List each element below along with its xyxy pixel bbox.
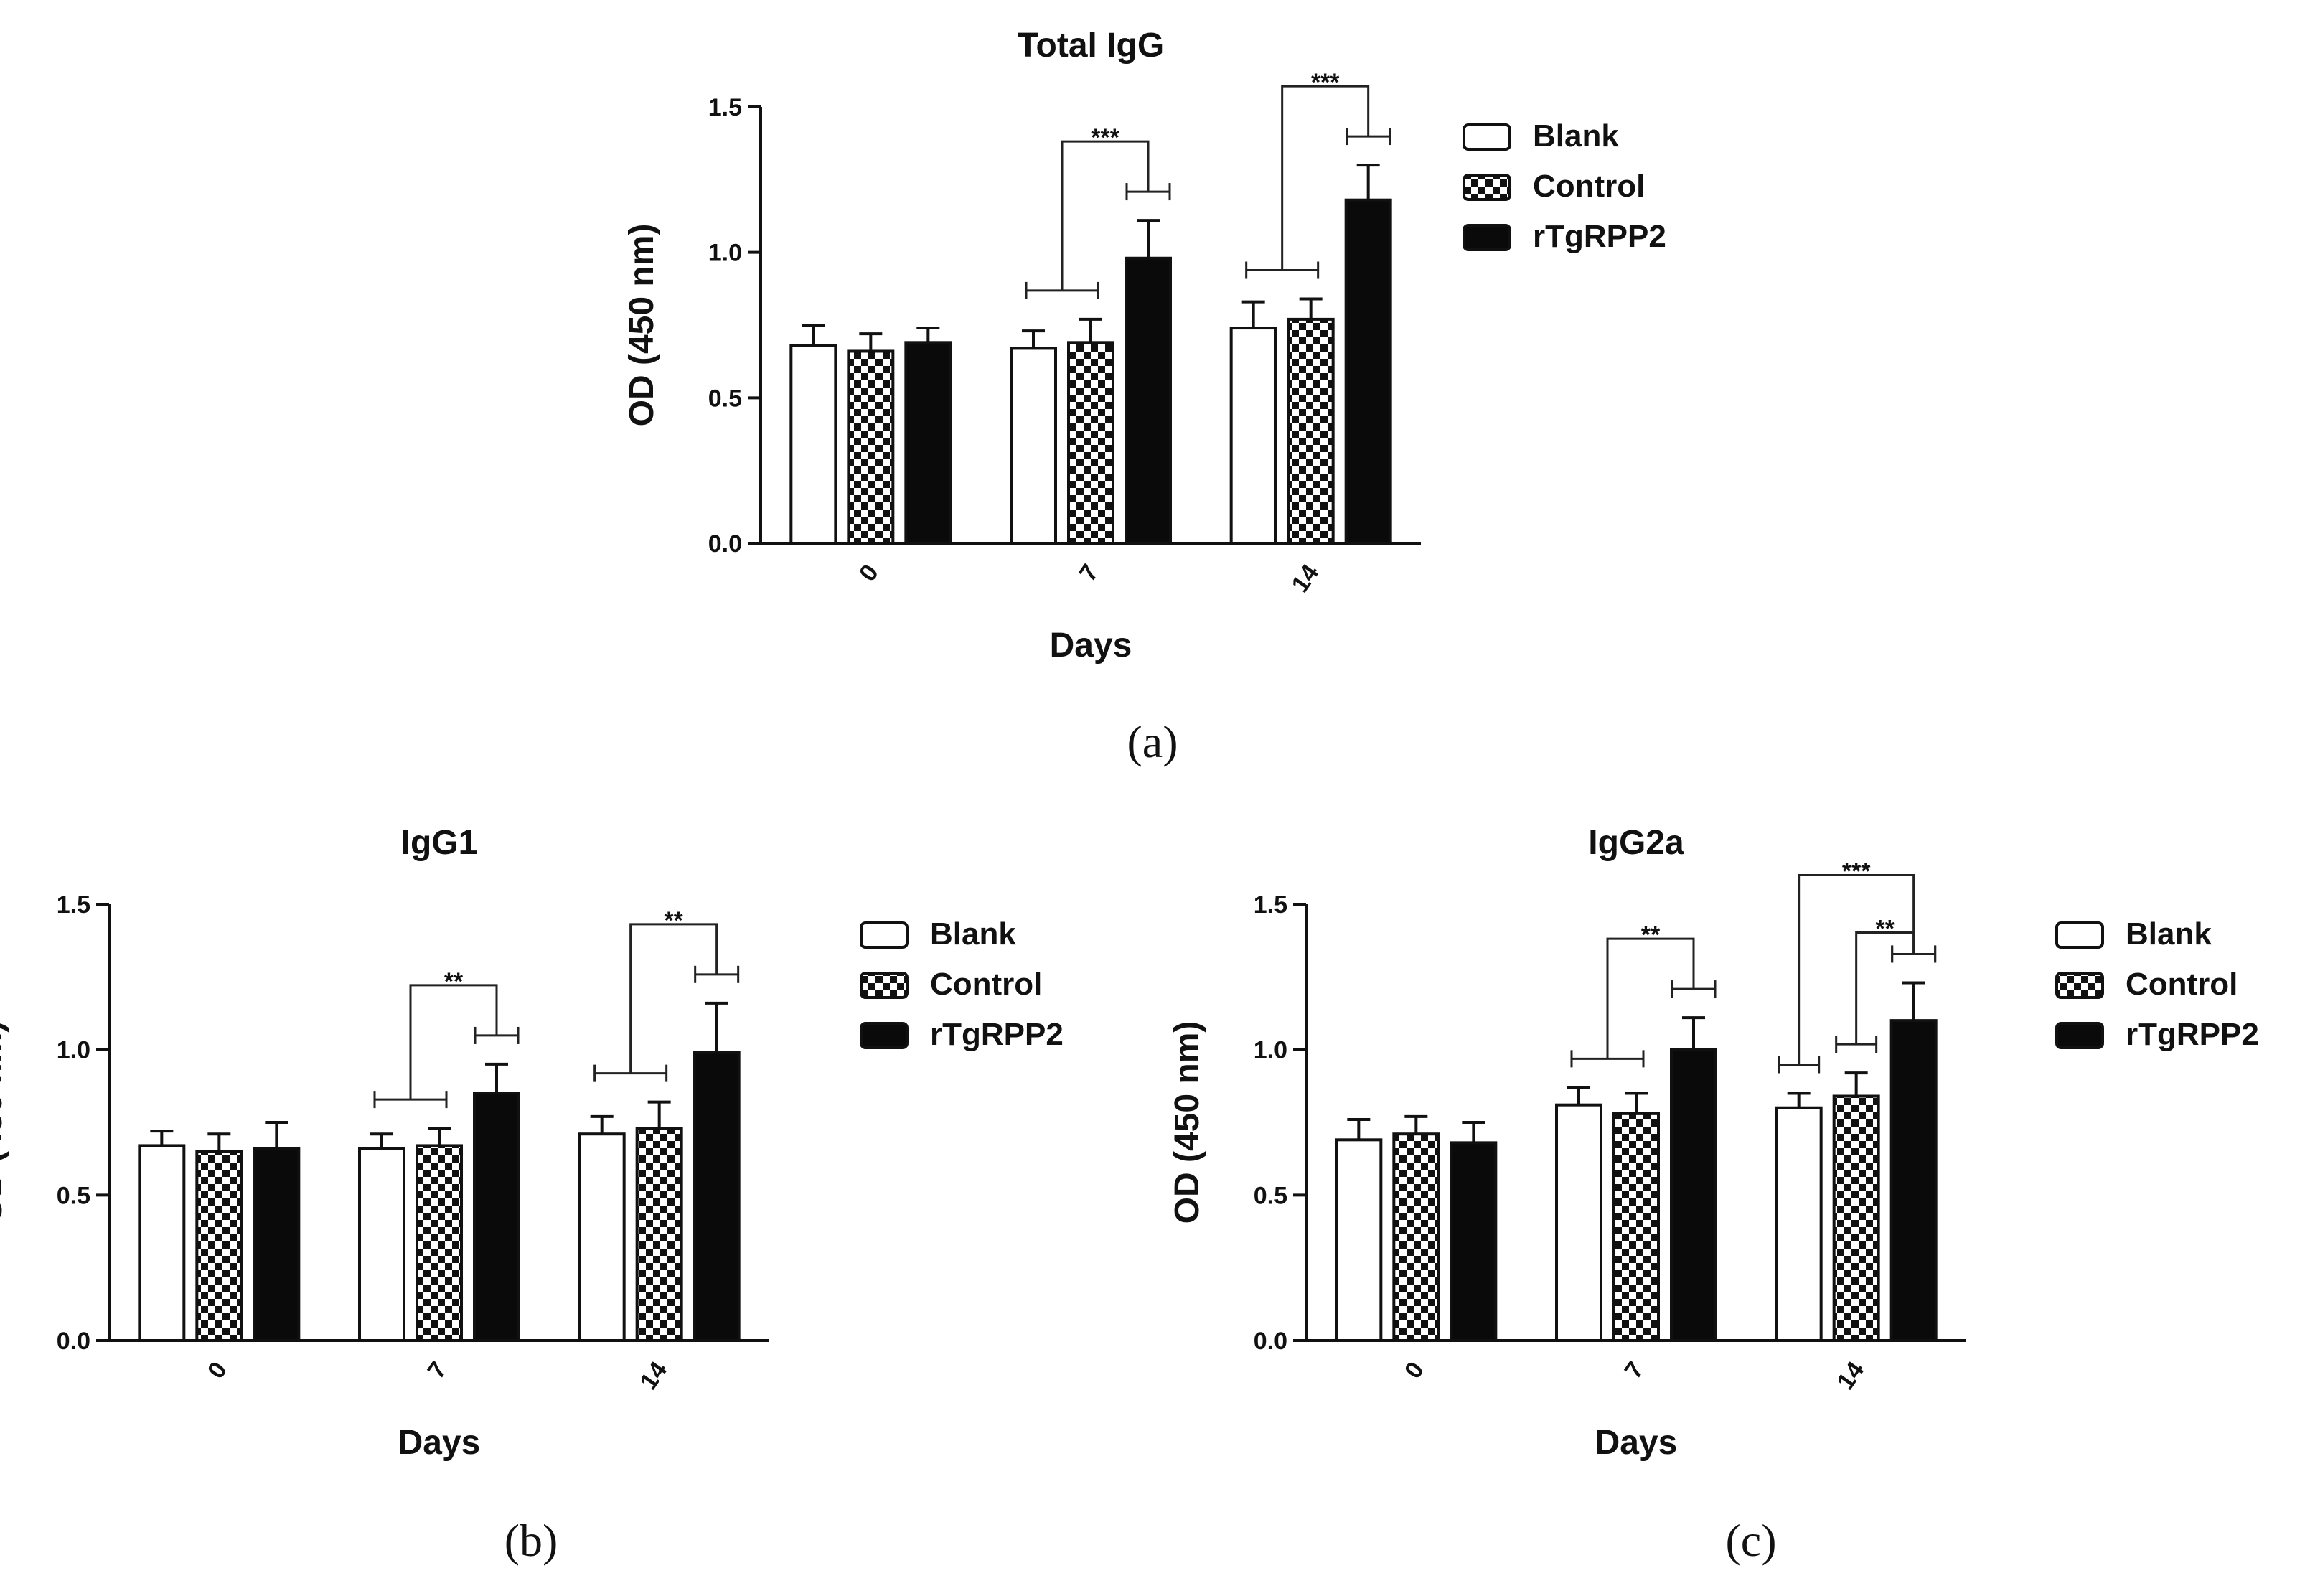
bar-rtgrpp2 bbox=[904, 341, 952, 545]
bar-rtgrpp2 bbox=[253, 1147, 301, 1342]
bar-control bbox=[195, 1150, 243, 1342]
x-tick-label: 7 bbox=[1074, 560, 1104, 586]
x-tick-label: 7 bbox=[423, 1357, 453, 1384]
x-tick-label: 14 bbox=[1831, 1357, 1869, 1395]
y-tick-label: 1.0 bbox=[1254, 1037, 1287, 1064]
bar-rtgrpp2 bbox=[1889, 1019, 1938, 1342]
sig-bracket bbox=[1855, 931, 1915, 1045]
legend-label: rTgRPP2 bbox=[930, 1017, 1064, 1052]
legend-label: Blank bbox=[2126, 916, 2212, 952]
bar-blank bbox=[1555, 1103, 1602, 1343]
bar-blank bbox=[1010, 347, 1057, 545]
legend-swatch-blank bbox=[2055, 921, 2104, 949]
bar-rtgrpp2 bbox=[1670, 1048, 1717, 1342]
x-axis-title: Days bbox=[1050, 626, 1132, 665]
bar-blank bbox=[1335, 1138, 1383, 1342]
panel-label: (b) bbox=[504, 1515, 558, 1566]
legend-swatch-blank bbox=[1463, 123, 1511, 151]
y-tick-label: 0.5 bbox=[57, 1182, 90, 1209]
legend-label: Control bbox=[930, 967, 1042, 1002]
bar-control bbox=[635, 1127, 683, 1343]
legend-label: rTgRPP2 bbox=[2126, 1017, 2259, 1052]
x-tick-label: 0 bbox=[1399, 1357, 1430, 1384]
sig-bracket bbox=[409, 984, 498, 1100]
legend-swatch-rtgrpp2 bbox=[1463, 224, 1511, 251]
y-tick-label: 1.5 bbox=[57, 891, 90, 919]
bar-control bbox=[1067, 341, 1114, 545]
legend-label: Control bbox=[1533, 169, 1645, 204]
x-tick-label: 0 bbox=[202, 1357, 233, 1384]
x-tick-label: 14 bbox=[634, 1357, 672, 1395]
significance-label: ** bbox=[1875, 915, 1895, 942]
y-tick-label: 0.5 bbox=[1254, 1182, 1287, 1209]
y-tick-label: 0.0 bbox=[1254, 1328, 1287, 1355]
legend-swatch-control bbox=[2055, 972, 2104, 999]
y-tick-label: 1.5 bbox=[1254, 891, 1287, 919]
y-tick-label: 1.0 bbox=[708, 240, 742, 267]
x-axis-title: Days bbox=[1595, 1424, 1678, 1462]
bar-control bbox=[1287, 317, 1335, 545]
y-axis-title: OD (450 nm) bbox=[0, 1021, 9, 1224]
significance-label: ** bbox=[1641, 921, 1661, 949]
x-tick-label: 0 bbox=[854, 560, 884, 586]
panel-a: Total IgG 0.0 0.5 1.0 1.5 OD (450 nm) Days 0 7 14… bbox=[623, 27, 1666, 767]
bar-rtgrpp2 bbox=[473, 1092, 520, 1342]
bar-control bbox=[1612, 1112, 1660, 1342]
y-axis-title: OD (450 nm) bbox=[623, 224, 661, 427]
y-tick-label: 0.0 bbox=[57, 1328, 90, 1355]
sig-bracket bbox=[1281, 85, 1370, 271]
y-tick-label: 0.0 bbox=[708, 530, 742, 558]
sig-bracket bbox=[1798, 873, 1915, 1065]
legend-swatch-rtgrpp2 bbox=[860, 1022, 909, 1049]
legend-swatch-control bbox=[1463, 174, 1511, 201]
chart-title: Total IgG bbox=[1018, 27, 1164, 65]
bar-rtgrpp2 bbox=[1450, 1141, 1498, 1342]
sig-bracket bbox=[1061, 140, 1150, 291]
legend-label: rTgRPP2 bbox=[1533, 219, 1666, 254]
legend-label: Blank bbox=[1533, 118, 1619, 154]
chart-title: IgG2a bbox=[1588, 824, 1684, 862]
y-axis-title: OD (450 nm) bbox=[1168, 1021, 1206, 1224]
bar-blank bbox=[1775, 1106, 1823, 1342]
bar-blank bbox=[358, 1147, 405, 1342]
legend-swatch-rtgrpp2 bbox=[2055, 1022, 2104, 1049]
legend-label: Control bbox=[2126, 967, 2238, 1002]
significance-label: *** bbox=[1842, 858, 1871, 885]
significance-label: *** bbox=[1091, 124, 1119, 151]
bar-control bbox=[416, 1144, 463, 1342]
bar-blank bbox=[138, 1144, 186, 1342]
bar-rtgrpp2 bbox=[1344, 198, 1392, 545]
bar-control bbox=[1392, 1132, 1440, 1343]
chart-title: IgG1 bbox=[401, 824, 478, 862]
bar-blank bbox=[1229, 327, 1277, 545]
panel-label: (c) bbox=[1725, 1515, 1776, 1566]
y-tick-label: 1.5 bbox=[708, 94, 742, 121]
sig-bracket bbox=[1606, 937, 1695, 1059]
legend-label: Blank bbox=[930, 916, 1016, 952]
significance-label: ** bbox=[664, 907, 683, 934]
panel-label: (a) bbox=[1127, 716, 1178, 767]
bar-control bbox=[847, 349, 895, 545]
legend-swatch-control bbox=[860, 972, 909, 999]
legend-swatch-blank bbox=[860, 921, 909, 949]
x-axis-title: Days bbox=[398, 1424, 481, 1462]
bar-blank bbox=[789, 344, 837, 545]
panel-b: IgG1 0.0 0.5 1.0 1.5 OD (450 nm) Days 0 7 14 ** ** B… bbox=[0, 824, 1064, 1566]
bar-control bbox=[1832, 1094, 1880, 1343]
y-tick-label: 0.5 bbox=[708, 385, 742, 412]
y-tick-label: 1.0 bbox=[57, 1037, 90, 1064]
bar-rtgrpp2 bbox=[693, 1051, 741, 1342]
x-tick-label: 7 bbox=[1620, 1357, 1650, 1384]
significance-label: ** bbox=[444, 968, 464, 995]
bar-blank bbox=[578, 1132, 626, 1343]
x-tick-label: 14 bbox=[1286, 560, 1324, 598]
significance-label: *** bbox=[1311, 69, 1340, 96]
bar-rtgrpp2 bbox=[1125, 256, 1172, 545]
sig-bracket bbox=[629, 923, 718, 1074]
